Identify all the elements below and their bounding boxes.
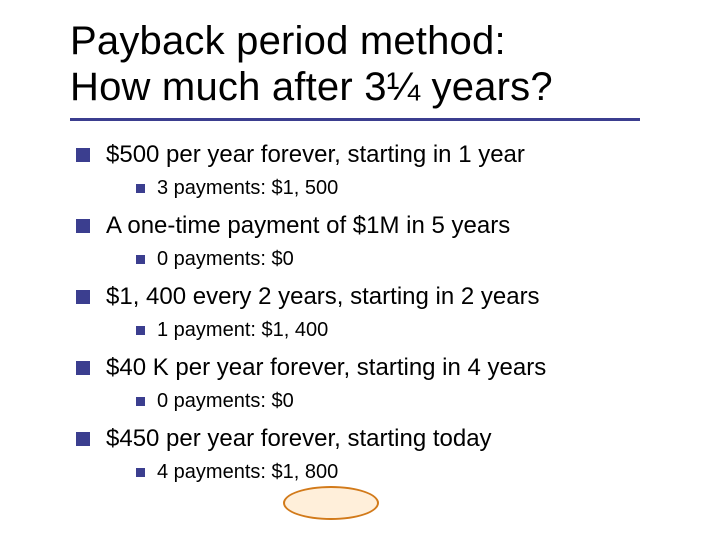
square-bullet-icon	[136, 255, 145, 264]
list-item: $450 per year forever, starting today 4 …	[76, 424, 676, 485]
square-bullet-icon	[136, 184, 145, 193]
slide: Payback period method: How much after 3¼…	[0, 0, 720, 540]
bullet-row-level2: 0 payments: $0	[136, 247, 676, 272]
subitem-text: 0 payments: $0	[157, 247, 294, 272]
bullet-row-level1: $500 per year forever, starting in 1 yea…	[76, 140, 676, 170]
subitem-text: 1 payment: $1, 400	[157, 318, 328, 343]
square-bullet-icon	[76, 432, 90, 446]
list-item: A one-time payment of $1M in 5 years 0 p…	[76, 211, 676, 272]
bullet-row-level2: 0 payments: $0	[136, 389, 676, 414]
slide-title: Payback period method: How much after 3¼…	[70, 18, 553, 110]
square-bullet-icon	[76, 361, 90, 375]
subitem-text: 3 payments: $1, 500	[157, 176, 338, 201]
item-text: $40 K per year forever, starting in 4 ye…	[106, 353, 546, 383]
square-bullet-icon	[136, 397, 145, 406]
bullet-row-level2: 4 payments: $1, 800	[136, 460, 676, 485]
list-item: $1, 400 every 2 years, starting in 2 yea…	[76, 282, 676, 343]
square-bullet-icon	[76, 219, 90, 233]
item-text: $1, 400 every 2 years, starting in 2 yea…	[106, 282, 540, 312]
subitem-text: 0 payments: $0	[157, 389, 294, 414]
list-item: $500 per year forever, starting in 1 yea…	[76, 140, 676, 201]
bullet-row-level1: A one-time payment of $1M in 5 years	[76, 211, 676, 241]
slide-body: $500 per year forever, starting in 1 yea…	[76, 140, 676, 495]
item-text: $450 per year forever, starting today	[106, 424, 492, 454]
square-bullet-icon	[76, 148, 90, 162]
title-underline	[70, 118, 640, 121]
bullet-row-level2: 3 payments: $1, 500	[136, 176, 676, 201]
item-text: $500 per year forever, starting in 1 yea…	[106, 140, 525, 170]
list-item: $40 K per year forever, starting in 4 ye…	[76, 353, 676, 414]
subitem-text: 4 payments: $1, 800	[157, 460, 338, 485]
square-bullet-icon	[136, 468, 145, 477]
bullet-row-level2: 1 payment: $1, 400	[136, 318, 676, 343]
item-text: A one-time payment of $1M in 5 years	[106, 211, 510, 241]
square-bullet-icon	[136, 326, 145, 335]
title-line-2: How much after 3¼ years?	[70, 64, 553, 110]
title-line-1: Payback period method:	[70, 18, 553, 64]
bullet-row-level1: $40 K per year forever, starting in 4 ye…	[76, 353, 676, 383]
square-bullet-icon	[76, 290, 90, 304]
bullet-row-level1: $450 per year forever, starting today	[76, 424, 676, 454]
bullet-row-level1: $1, 400 every 2 years, starting in 2 yea…	[76, 282, 676, 312]
